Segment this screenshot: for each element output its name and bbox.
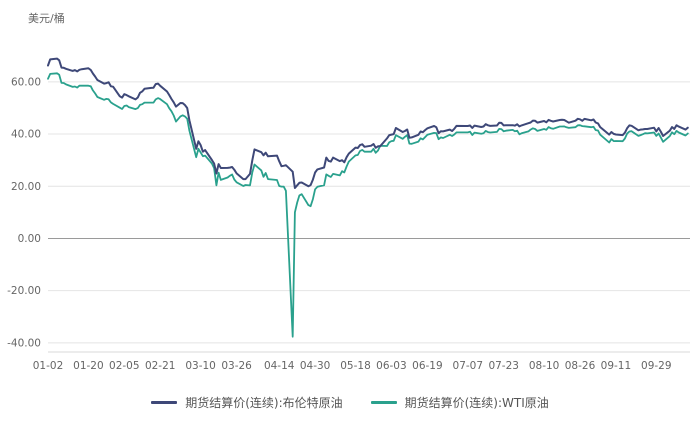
x-axis-tick-label: 05-18 — [340, 360, 371, 372]
x-axis-tick-label: 01-02 — [33, 360, 64, 372]
x-axis-tick-label: 03-10 — [185, 360, 216, 372]
brent-legend-label: 期货结算价(连续):布伦特原油 — [185, 396, 343, 410]
x-axis-tick-label: 01-20 — [73, 360, 104, 372]
x-axis-tick-label: 06-03 — [376, 360, 407, 372]
x-axis-tick-label: 09-11 — [601, 360, 632, 372]
wti-series-line — [47, 72, 689, 338]
x-axis-tick-label: 02-21 — [145, 360, 176, 372]
x-axis-tick-label: 08-26 — [565, 360, 596, 372]
x-axis-tick-label: 08-10 — [529, 360, 560, 372]
x-axis-tick-label: 04-14 — [264, 360, 295, 372]
x-axis-tick-label: 09-29 — [641, 360, 672, 372]
x-axis-tick-label: 03-26 — [221, 360, 252, 372]
legend-item-brent[interactable]: 期货结算价(连续):布伦特原油 — [151, 394, 343, 411]
y-axis-tick-label: 20.00 — [11, 181, 41, 193]
y-axis-unit-label: 美元/桶 — [28, 12, 65, 25]
brent-line-swatch — [151, 401, 178, 404]
x-axis-tick-label: 02-05 — [109, 360, 140, 372]
brent-series-line — [47, 57, 689, 189]
chart-legend: 期货结算价(连续):布伦特原油 期货结算价(连续):WTI原油 — [0, 394, 700, 411]
y-axis-tick-label: 0.00 — [18, 233, 41, 245]
y-axis-tick-label: -20.00 — [7, 285, 41, 297]
wti-line-swatch — [370, 401, 397, 404]
y-axis-tick-label: -40.00 — [7, 337, 41, 349]
y-axis-tick-label: 60.00 — [11, 76, 41, 88]
x-axis-tick-label: 04-30 — [300, 360, 331, 372]
x-axis-tick-label: 06-19 — [412, 360, 443, 372]
legend-item-wti[interactable]: 期货结算价(连续):WTI原油 — [370, 394, 549, 411]
y-axis-tick-label: 40.00 — [11, 129, 41, 141]
x-axis-tick-label: 07-07 — [453, 360, 484, 372]
x-axis-tick-label: 07-23 — [488, 360, 519, 372]
wti-legend-label: 期货结算价(连续):WTI原油 — [404, 396, 549, 410]
